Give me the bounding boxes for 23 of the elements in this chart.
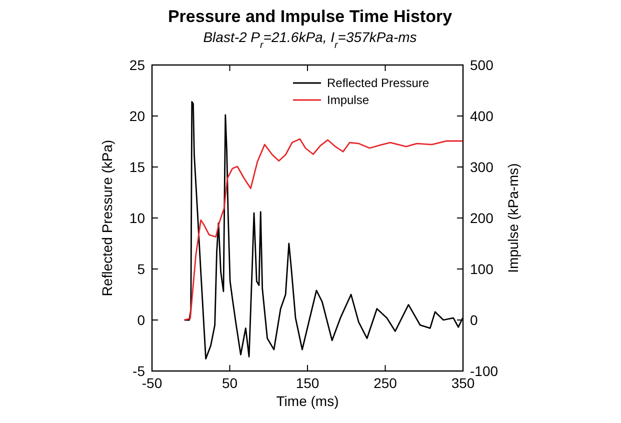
y-axis-title: Reflected Pressure (kPa) — [99, 140, 115, 296]
y2-tick-label: 0 — [470, 312, 478, 328]
y2-tick-label: 500 — [470, 57, 494, 73]
y2-tick-label: 100 — [470, 261, 494, 277]
x-tick-label: 50 — [222, 375, 238, 391]
y-tick-label: 10 — [129, 210, 146, 226]
y-tick-label: 20 — [129, 108, 146, 124]
x-tick-label: 150 — [296, 375, 320, 391]
x-tick-label: 250 — [374, 375, 398, 391]
y-tick-label: 15 — [129, 159, 146, 175]
y2-axis-title: Impulse (kPa-ms) — [505, 163, 521, 273]
y-tick-label: 25 — [129, 57, 146, 73]
chart-subtitle: Blast-2 P$_{r}$=21.6kPa, I$_{r}$=357kPa-ms — [203, 29, 417, 50]
y-tick-label: 5 — [137, 261, 146, 277]
chart-title: Pressure and Impulse Time History — [168, 7, 453, 26]
y2-tick-label: 300 — [470, 159, 494, 175]
x-axis-title: Time (ms) — [276, 393, 339, 409]
line-series — [184, 138, 464, 321]
y-tick-label: 0 — [137, 312, 146, 328]
legend-label: Impulse — [327, 93, 370, 107]
legend-label: Reflected Pressure — [327, 76, 430, 90]
y2-tick-label: 200 — [470, 210, 494, 226]
y2-tick-label: 400 — [470, 108, 494, 124]
